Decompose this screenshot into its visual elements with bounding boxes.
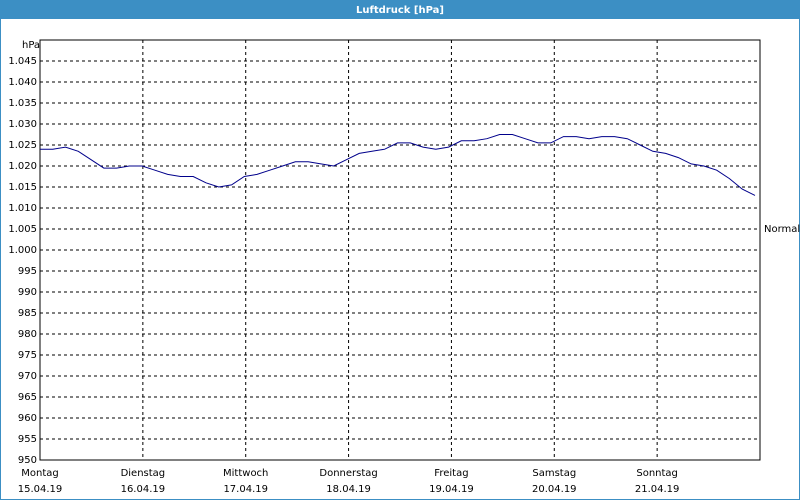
x-tick-date: 20.04.19	[532, 484, 577, 495]
reference-label: Normal	[764, 224, 800, 235]
x-tick-label: Mittwoch	[223, 468, 268, 479]
x-tick-label: Freitag	[434, 468, 468, 479]
y-tick-label: 990	[18, 287, 37, 298]
y-tick-label: 955	[18, 434, 37, 445]
y-tick-label: 985	[18, 308, 37, 319]
x-tick-date: 19.04.19	[429, 484, 474, 495]
y-tick-label: 1.010	[8, 203, 37, 214]
y-tick-label: 1.005	[8, 224, 37, 235]
y-tick-label: 960	[18, 413, 37, 424]
x-tick-label: Montag	[21, 468, 58, 479]
y-tick-label: 1.015	[8, 182, 37, 193]
y-tick-label: 1.035	[8, 98, 37, 109]
x-tick-date: 18.04.19	[326, 484, 371, 495]
y-tick-label: 1.025	[8, 140, 37, 151]
x-tick-date: 15.04.19	[18, 484, 63, 495]
x-tick-label: Samstag	[532, 468, 576, 479]
x-tick-label: Donnerstag	[319, 468, 377, 479]
y-tick-label: 980	[18, 329, 37, 340]
x-tick-label: Sonntag	[636, 468, 678, 479]
y-axis-label: hPa	[22, 40, 40, 51]
y-tick-label: 1.045	[8, 56, 37, 67]
y-tick-label: 965	[18, 392, 37, 403]
title-bar	[0, 0, 800, 19]
y-tick-label: 1.000	[8, 245, 37, 256]
y-tick-label: 975	[18, 350, 37, 361]
data-line	[40, 134, 756, 196]
y-tick-label: 1.020	[8, 161, 37, 172]
y-tick-label: 970	[18, 371, 37, 382]
x-tick-date: 16.04.19	[121, 484, 166, 495]
y-tick-label: 995	[18, 266, 37, 277]
x-tick-label: Dienstag	[121, 468, 166, 479]
y-tick-label: 1.040	[8, 77, 37, 88]
x-tick-date: 17.04.19	[223, 484, 268, 495]
x-tick-date: 21.04.19	[635, 484, 680, 495]
y-tick-label: 950	[18, 455, 37, 466]
chart-title: Luftdruck [hPa]	[356, 5, 444, 16]
y-tick-label: 1.030	[8, 119, 37, 130]
